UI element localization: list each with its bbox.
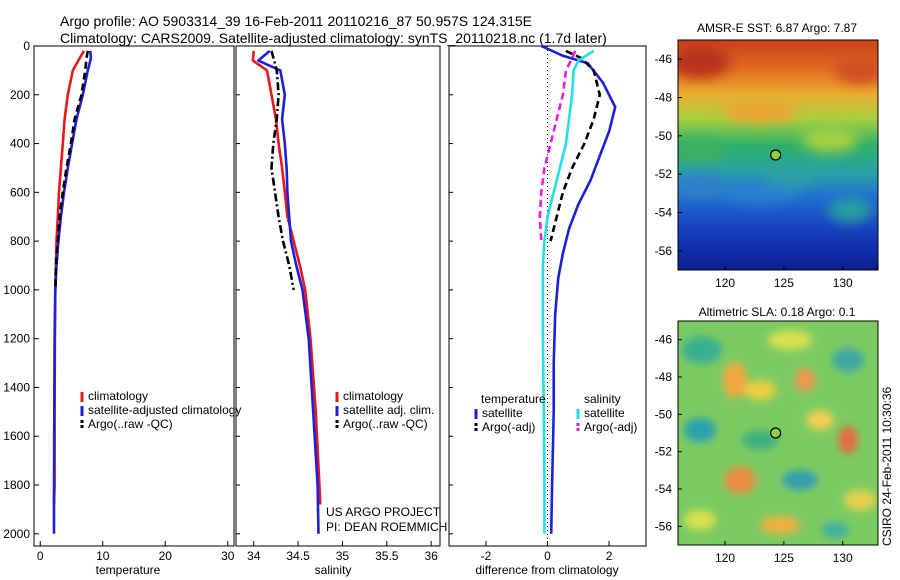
salinity-x-axis: 34 34.5 35 35.5 36: [236, 45, 438, 563]
y-tick-label: 600: [10, 185, 30, 199]
map-y-tick-label: -46: [655, 52, 673, 66]
difference-profile-panel: -2 0 2 difference from climatology tempera…: [448, 45, 647, 577]
map-y-tick-label: -46: [655, 333, 673, 347]
y-tick-label: 1800: [3, 478, 30, 492]
legend-label: satellite: [482, 406, 523, 420]
map-y-tick-label: -50: [655, 129, 673, 143]
map-y-tick-label: -56: [655, 244, 673, 258]
x-tick-label: 36: [424, 549, 438, 563]
x-tick-label: 30: [221, 549, 235, 563]
sst-map-axes: 120 125 130 -46 -48 -50 -52 -54 -56: [655, 52, 853, 290]
map-x-tick-label: 120: [715, 276, 735, 290]
x-tick-label: 10: [96, 549, 110, 563]
y-tick-label: 200: [10, 88, 30, 102]
series-satellite-adj-clim-: [256, 49, 320, 534]
y-tick-label: 1000: [3, 283, 30, 297]
series-salinity-argo-adj-: [538, 50, 577, 242]
sla-map-title: Altimetric SLA: 0.18 Argo: 0.1: [699, 305, 856, 319]
legend-label: satellite-adjusted climatology: [88, 403, 241, 417]
series-climatology: [52, 50, 86, 505]
legend-label: satellite adj. clim.: [343, 403, 434, 417]
sst-map-title: AMSR-E SST: 6.87 Argo: 7.87: [697, 21, 857, 35]
y-tick-label: 400: [10, 137, 30, 151]
salinity-xlabel: salinity: [315, 563, 352, 577]
csiro-timestamp: CSIRO 24-Feb-2011 10:30:36: [880, 386, 894, 546]
y-tick-label: 0: [23, 39, 30, 53]
map-x-tick-label: 130: [833, 551, 853, 565]
y-tick-label: 1400: [3, 380, 30, 394]
sla-map-frame: [677, 320, 879, 546]
temperature-x-axis: 0 10 20 30: [37, 541, 235, 563]
figure-title-line1: Argo profile: AO 5903314_39 16-Feb-2011 …: [60, 13, 532, 29]
x-tick-label: 0: [544, 549, 551, 563]
map-y-tick-label: -50: [655, 407, 673, 421]
map-y-tick-label: -56: [655, 519, 673, 533]
series-climatology: [251, 50, 322, 505]
legend-label: climatology: [343, 389, 403, 403]
temperature-xlabel: temperature: [96, 563, 161, 577]
project-credit: US ARGO PROJECT: [326, 505, 441, 519]
legend-label: Argo(-adj): [584, 420, 637, 434]
sla-map-axes: 120 125 130 -46 -48 -50 -52 -54 -56: [655, 333, 853, 565]
map-x-tick-label: 120: [715, 551, 735, 565]
map-x-tick-label: 125: [774, 551, 794, 565]
difference-x-axis: -2 0 2: [449, 45, 613, 563]
argo-float-marker-sst: [770, 149, 782, 161]
x-tick-label: 20: [159, 549, 173, 563]
map-x-tick-label: 125: [774, 276, 794, 290]
series-salinity-satellite: [541, 49, 595, 534]
x-tick-label: -2: [481, 549, 492, 563]
series-satellite-adjusted-climatology: [52, 50, 93, 534]
series-temperature-argo-adj-: [549, 49, 602, 242]
legend-label: climatology: [88, 389, 148, 403]
argo-float-marker-sla: [770, 427, 782, 439]
y-tick-label: 1200: [3, 332, 30, 346]
legend-group-title: salinity: [584, 392, 621, 406]
legend-label: satellite: [584, 406, 625, 420]
map-x-tick-label: 130: [833, 276, 853, 290]
temperature-profile-panel: 0 200 400 600 800 1000 1200 1400 1600 1800 2000 0 1…: [3, 39, 241, 577]
legend-label: Argo(..raw -QC): [343, 417, 428, 431]
map-y-tick-label: -52: [655, 167, 673, 181]
map-y-tick-label: -54: [655, 206, 673, 220]
x-tick-label: 35: [336, 549, 350, 563]
legend-label: Argo(-adj): [482, 420, 535, 434]
sst-map-frame: [677, 39, 879, 271]
map-y-tick-label: -48: [655, 370, 673, 384]
x-tick-label: 34.5: [286, 549, 310, 563]
legend-label: Argo(..raw -QC): [88, 417, 173, 431]
x-tick-label: 2: [606, 549, 613, 563]
map-y-tick-label: -52: [655, 445, 673, 459]
depth-axis: 0 200 400 600 800 1000 1200 1400 1600 1800 2000: [3, 39, 39, 541]
difference-xlabel: difference from climatology: [475, 563, 618, 577]
pi-credit: PI: DEAN ROEMMICH: [326, 520, 447, 534]
salinity-axes-box: [235, 45, 441, 547]
sla-map-panel: Altimetric SLA: 0.18 Argo: 0.1: [655, 305, 879, 565]
temperature-axes-box: [33, 45, 235, 547]
sst-map-panel: AMSR-E SST: 6.87 Argo: 7.87 120 125 130 -46…: [655, 21, 879, 290]
map-y-tick-label: -48: [655, 91, 673, 105]
salinity-profile-panel: 34 34.5 35 35.5 36 salinity climatologysatel…: [235, 45, 447, 577]
x-tick-label: 34: [247, 549, 261, 563]
map-y-tick-label: -54: [655, 482, 673, 496]
series-temperature-satellite: [540, 46, 617, 534]
figure-title-line2: Climatology: CARS2009. Satellite-adjuste…: [60, 30, 607, 46]
x-tick-label: 0: [37, 549, 44, 563]
y-tick-label: 800: [10, 234, 30, 248]
difference-legend: temperaturesatelliteArgo(-adj)salinitysa…: [474, 392, 637, 434]
series-argo-raw-qc-: [54, 50, 90, 290]
x-tick-label: 35.5: [375, 549, 399, 563]
y-tick-label: 1600: [3, 429, 30, 443]
legend-group-title: temperature: [481, 392, 546, 406]
y-tick-label: 2000: [3, 527, 30, 541]
series-argo-raw-qc-: [270, 50, 295, 291]
